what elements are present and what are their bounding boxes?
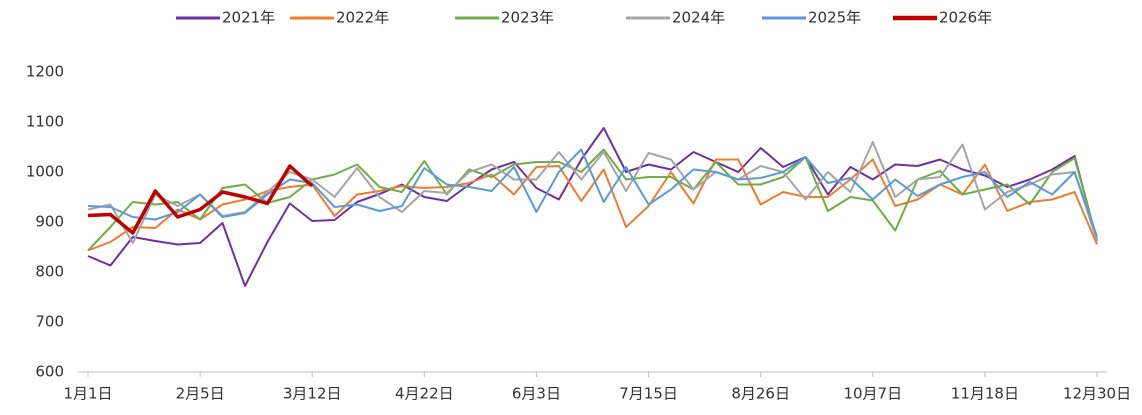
y-tick-label: 900	[35, 213, 64, 231]
x-tick-label: 3月12日	[283, 385, 342, 403]
series-line	[87, 148, 1098, 252]
y-tick-label: 700	[35, 313, 64, 331]
legend-label: 2023年	[501, 9, 554, 27]
series-line	[87, 148, 1098, 238]
x-tick-label: 6月3日	[512, 385, 561, 403]
x-tick-label: 2月5日	[176, 385, 225, 403]
y-tick-label: 1100	[26, 113, 64, 131]
x-tick-label: 1月1日	[63, 385, 112, 403]
legend-label: 2025年	[808, 9, 861, 27]
x-tick-label: 4月22日	[395, 385, 454, 403]
x-tick-label: 8月26日	[731, 385, 790, 403]
y-tick-label: 1200	[26, 63, 64, 81]
legend-label: 2026年	[939, 9, 992, 27]
x-tick-label: 7月15日	[619, 385, 678, 403]
series-line	[87, 158, 1098, 252]
series-line	[87, 164, 314, 235]
y-tick-label: 600	[35, 363, 64, 381]
y-tick-label: 800	[35, 263, 64, 281]
legend-label: 2024年	[672, 9, 725, 27]
legend-label: 2022年	[336, 9, 389, 27]
legend-label: 2021年	[222, 9, 275, 27]
series-line	[87, 141, 1098, 244]
x-tick-label: 10月7日	[843, 385, 902, 403]
x-tick-label: 12月30日	[1063, 385, 1131, 403]
series-line	[87, 127, 1098, 287]
y-tick-label: 1000	[26, 163, 64, 181]
x-tick-label: 11月18日	[951, 385, 1019, 403]
